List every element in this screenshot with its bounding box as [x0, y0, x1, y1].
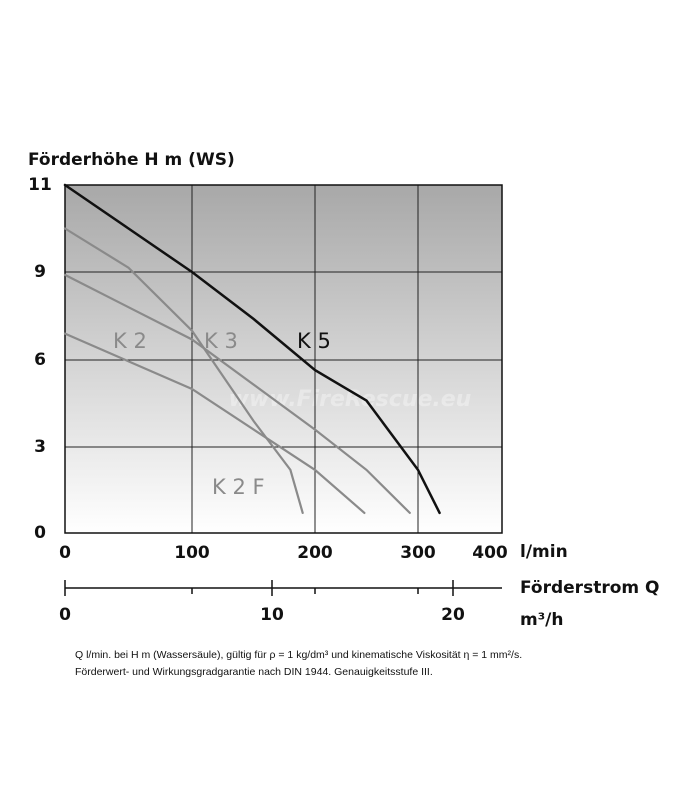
- note: Q l/min. bei H m (Wassersäule), gültig f…: [75, 649, 522, 661]
- x2-tick-label: 0: [59, 605, 71, 625]
- x-axis-unit: l/min: [520, 542, 568, 562]
- plot-area: [65, 185, 502, 533]
- curve-label: K 2 F: [212, 475, 265, 499]
- x-tick-label: 400: [472, 543, 508, 563]
- x-tick-label: 300: [400, 543, 436, 563]
- note: Förderwert- und Wirkungsgradgarantie nac…: [75, 666, 433, 678]
- x-tick-label: 0: [59, 543, 71, 563]
- y-tick-label: 11: [28, 175, 52, 195]
- x2-axis-unit: m³/h: [520, 610, 563, 630]
- curve-label: K 3: [204, 329, 238, 353]
- curve-label: K 2: [113, 329, 147, 353]
- x2-axis-title: Förderstrom Q: [520, 578, 659, 598]
- x-tick-label: 200: [297, 543, 333, 563]
- curve: [63, 183, 441, 515]
- y-tick-label: 9: [34, 262, 46, 282]
- x2-tick-label: 10: [260, 605, 284, 625]
- curve: [63, 273, 411, 514]
- y-tick-label: 0: [34, 523, 46, 543]
- x2-tick-label: 20: [441, 605, 465, 625]
- y-tick-label: 6: [34, 350, 46, 370]
- curve: [63, 332, 366, 514]
- y-tick-label: 3: [34, 437, 46, 457]
- curve-label: K 5: [297, 329, 331, 353]
- plot-border: [64, 184, 503, 534]
- y-axis-title: Förderhöhe H m (WS): [28, 150, 235, 170]
- x-tick-label: 100: [174, 543, 210, 563]
- curve: [63, 227, 304, 514]
